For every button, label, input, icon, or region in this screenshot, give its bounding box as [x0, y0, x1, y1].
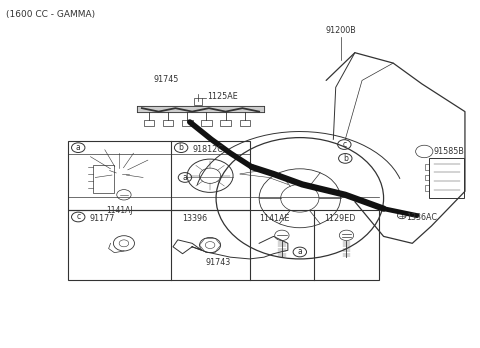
- Bar: [194, 98, 202, 105]
- Bar: [425, 164, 429, 170]
- Text: 1141AE: 1141AE: [259, 214, 289, 223]
- Bar: [240, 120, 250, 126]
- Text: 1129ED: 1129ED: [324, 214, 355, 223]
- Text: 1125AE: 1125AE: [207, 92, 238, 101]
- Bar: [425, 175, 429, 180]
- Text: b: b: [343, 154, 348, 163]
- Text: 1141AJ: 1141AJ: [106, 206, 132, 215]
- Text: c: c: [342, 140, 347, 149]
- Bar: [68, 211, 379, 280]
- Text: 13396: 13396: [182, 214, 208, 223]
- Text: a: a: [298, 247, 302, 256]
- Text: 91745: 91745: [153, 75, 179, 84]
- Text: 91812C: 91812C: [192, 144, 223, 153]
- Bar: [163, 120, 173, 126]
- Text: 91585B: 91585B: [434, 147, 465, 156]
- Bar: [144, 120, 155, 126]
- Text: 91743: 91743: [206, 258, 231, 267]
- Bar: [201, 120, 212, 126]
- Bar: [93, 165, 114, 193]
- Bar: [425, 185, 429, 191]
- Text: 91177: 91177: [89, 214, 115, 223]
- Text: (1600 CC - GAMMA): (1600 CC - GAMMA): [6, 10, 96, 19]
- Text: a: a: [182, 173, 187, 182]
- Text: c: c: [76, 213, 80, 221]
- Bar: [68, 141, 250, 211]
- Bar: [182, 120, 192, 126]
- Text: 1336AC: 1336AC: [407, 213, 438, 222]
- Text: b: b: [179, 143, 183, 152]
- Bar: [429, 158, 464, 198]
- Text: a: a: [76, 143, 81, 152]
- Bar: [220, 120, 231, 126]
- Text: 91200B: 91200B: [325, 26, 356, 35]
